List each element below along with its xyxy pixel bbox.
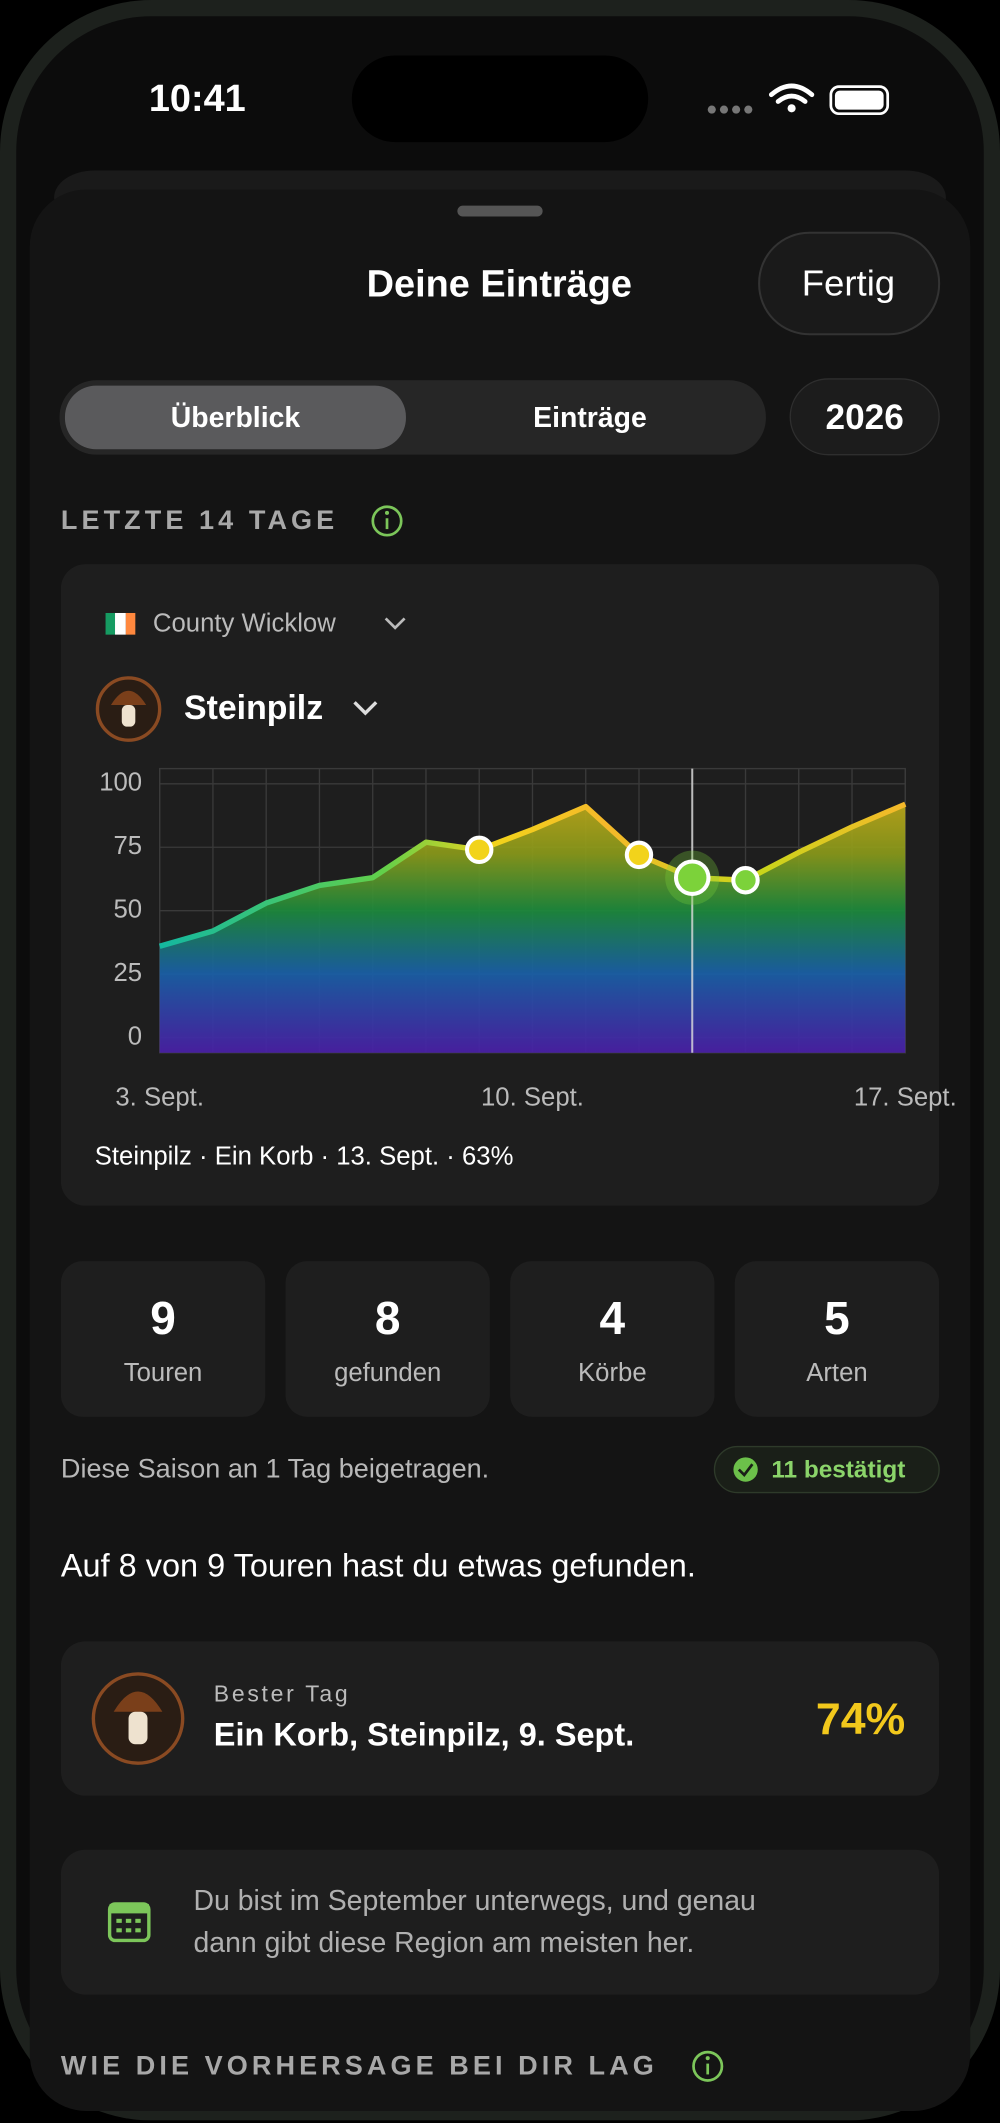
calendar-top (109, 1903, 149, 1914)
tab[interactable]: Überblick (170, 402, 301, 434)
wifi (768, 83, 815, 104)
stat-value: 8 (374, 1293, 401, 1346)
chart-caption: Steinpilz · Ein Korb · 13. Sept. · 63% (94, 1142, 514, 1172)
mushroom-stem (128, 1711, 148, 1745)
info-icon-bar (385, 518, 389, 530)
stat-label: Arten (806, 1359, 868, 1388)
wifi-dot (787, 104, 796, 113)
signal (707, 105, 753, 114)
point (731, 866, 760, 895)
y-tick-label: 50 (113, 895, 142, 923)
status-time: 10:41 (148, 77, 246, 120)
x-tick-label: 17. Sept. (854, 1084, 957, 1112)
area (159, 804, 906, 1053)
confirmed-pill (713, 1445, 940, 1494)
year-pill[interactable] (789, 378, 940, 456)
done-button-bg[interactable] (758, 231, 941, 336)
summary: Auf 8 von 9 Touren hast du etwas gefunde… (60, 1548, 696, 1585)
check-badge (733, 1457, 758, 1482)
point (465, 835, 494, 865)
tab[interactable]: Einträge (533, 402, 647, 434)
best-day-label: Bester Tag (213, 1681, 351, 1708)
tip-line: Du bist im September unterwegs, und gena… (193, 1885, 756, 1917)
info-icon-dot (705, 2056, 710, 2061)
y-tick-label: 75 (113, 832, 142, 860)
mushroom-stem (121, 705, 136, 727)
sheet-title: Deine Einträge (366, 262, 632, 305)
best-day-percent: 74% (815, 1693, 906, 1744)
dynamic-island (351, 55, 649, 143)
section-heading: WIE DIE VORHERSAGE BEI DIR LAG (60, 2051, 658, 2082)
stat-label: gefunden (334, 1359, 442, 1388)
battery-level (834, 90, 884, 110)
point (624, 840, 654, 870)
region[interactable]: County Wicklow (152, 609, 336, 639)
info-icon-dot (384, 510, 390, 515)
flag-white (115, 612, 126, 635)
best-day-card (60, 1641, 940, 1796)
season-note: Diese Saison an 1 Tag beigetragen. (60, 1454, 490, 1485)
info-icon-bar (706, 2063, 710, 2075)
segment-selected[interactable] (64, 385, 406, 450)
stat-label: Körbe (578, 1359, 647, 1388)
mushroom-cap (110, 690, 147, 706)
tip-line: dann gibt diese Region am meisten her. (193, 1927, 695, 1959)
stat-boxes (60, 1261, 940, 1417)
point (673, 859, 711, 896)
y-tick-label: 25 (113, 959, 142, 987)
y-tick-label: 100 (99, 769, 142, 797)
info-icon[interactable] (692, 2050, 724, 2082)
stat-value: 4 (599, 1293, 626, 1346)
section-heading: LETZTE 14 TAGE (60, 506, 339, 536)
flag-green (105, 612, 116, 635)
line (158, 801, 907, 949)
mushroom-cap (113, 1691, 163, 1712)
check (737, 1463, 754, 1478)
flag-orange (125, 612, 136, 635)
chevron[interactable] (353, 701, 378, 716)
year[interactable]: 2026 (825, 396, 904, 438)
tip-card (60, 1849, 940, 1995)
species[interactable]: Steinpilz (184, 689, 324, 728)
confirmed: 11 bestätigt (771, 1456, 906, 1484)
best-day-text: Ein Korb, Steinpilz, 9. Sept. (213, 1717, 635, 1754)
calendar-days (116, 1918, 141, 1933)
stat-label: Touren (123, 1359, 203, 1388)
grabber (457, 205, 543, 217)
stat-value: 5 (824, 1293, 850, 1346)
y-tick-label: 0 (128, 1022, 142, 1050)
stat-value: 9 (150, 1293, 176, 1346)
x-tick-label: 10. Sept. (481, 1084, 584, 1112)
chevron[interactable] (384, 617, 406, 630)
info-icon[interactable] (371, 505, 403, 537)
done-button[interactable]: Fertig (801, 263, 896, 304)
battery (829, 85, 890, 116)
x-tick-label: 3. Sept. (115, 1084, 204, 1112)
